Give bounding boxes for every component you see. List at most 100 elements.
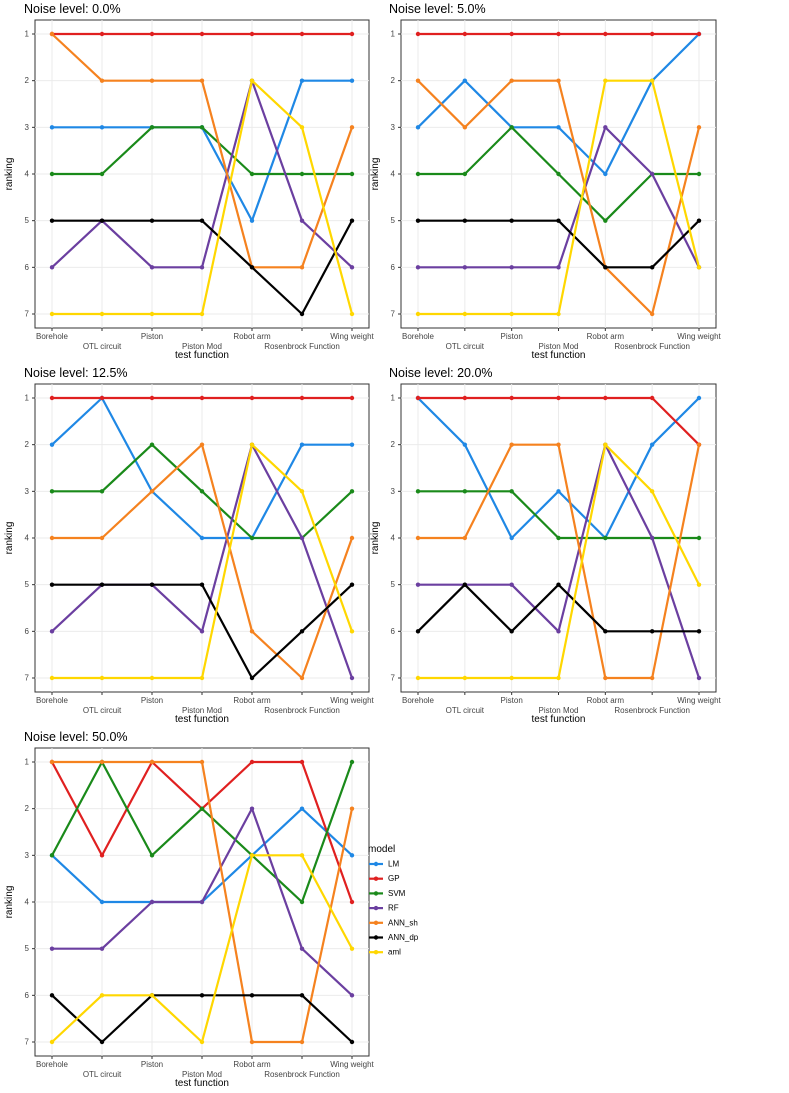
- legend-marker-ann_dp: [373, 935, 379, 940]
- data-point-ann_sh: [649, 675, 655, 681]
- x-tick-label: Wing weight: [677, 696, 721, 705]
- data-point-ann_dp: [49, 993, 55, 998]
- data-point-aml: [149, 993, 155, 998]
- x-tick-label: Robot arm: [233, 332, 271, 341]
- y-tick-label: 1: [25, 394, 30, 403]
- data-point-gp: [415, 395, 421, 401]
- legend-marker-svm: [373, 891, 379, 896]
- data-point-ann_dp: [149, 582, 155, 587]
- data-point-gp: [49, 395, 55, 401]
- x-axis-label: test function: [175, 714, 229, 725]
- data-point-aml: [649, 78, 655, 83]
- data-point-aml: [299, 489, 305, 494]
- y-axis-label: ranking: [4, 886, 15, 919]
- y-tick-label: 6: [25, 263, 30, 272]
- data-point-rf: [649, 171, 655, 177]
- data-point-gp: [649, 31, 655, 37]
- data-point-svm: [49, 853, 55, 858]
- y-tick-label: 5: [391, 580, 396, 589]
- data-point-lm: [49, 125, 55, 130]
- x-tick-label: Rosenbrock Function: [264, 706, 340, 715]
- x-tick-label: OTL circuit: [83, 1070, 122, 1079]
- x-tick-label: Piston Mod: [538, 706, 578, 715]
- data-point-svm: [149, 442, 155, 447]
- data-point-gp: [99, 395, 105, 401]
- y-tick-label: 1: [391, 394, 396, 403]
- data-point-aml: [349, 946, 355, 951]
- x-tick-label: OTL circuit: [446, 342, 485, 351]
- x-tick-label: Wing weight: [330, 696, 374, 705]
- data-point-ann_sh: [199, 759, 205, 765]
- data-point-ann_sh: [99, 535, 105, 541]
- panel-2: Noise level: 5.0% 1 2 3 4 5 6 7 Borehole OTL circ…: [370, 2, 722, 361]
- x-tick-label: Piston: [501, 332, 523, 341]
- data-point-rf: [349, 675, 355, 681]
- data-point-svm: [556, 535, 561, 541]
- data-point-gp: [249, 31, 255, 37]
- data-point-aml: [99, 993, 105, 998]
- data-point-gp: [199, 31, 205, 37]
- x-tick-label: Piston: [141, 332, 163, 341]
- data-point-aml: [696, 582, 702, 587]
- x-tick-label: Piston Mod: [182, 342, 222, 351]
- data-point-ann_dp: [415, 218, 421, 223]
- data-point-ann_dp: [199, 218, 205, 223]
- data-point-lm: [349, 78, 355, 83]
- data-point-aml: [149, 675, 155, 681]
- data-point-aml: [299, 125, 305, 130]
- data-point-ann_dp: [509, 218, 514, 223]
- y-tick-label: 7: [25, 1038, 30, 1047]
- panel-title: Noise level: 0.0%: [24, 2, 121, 16]
- data-point-aml: [149, 311, 155, 317]
- data-point-lm: [49, 442, 55, 447]
- y-tick-label: 2: [25, 440, 30, 449]
- panel-1: Noise level: 0.0% 1 2 3 4 5 6 7 Borehole OTL circ…: [4, 2, 375, 361]
- x-tick-label: OTL circuit: [83, 706, 122, 715]
- data-point-ann_sh: [415, 78, 421, 83]
- data-point-ann_sh: [462, 535, 468, 541]
- y-tick-label: 7: [391, 310, 396, 319]
- data-point-aml: [249, 853, 255, 858]
- panel-5: Noise level: 50.0% 1 2 3 4 5 6 7 Borehole OTL cir…: [4, 730, 375, 1089]
- data-point-svm: [349, 171, 355, 177]
- data-point-gp: [349, 899, 355, 905]
- y-tick-label: 6: [25, 627, 30, 636]
- data-point-svm: [299, 171, 305, 177]
- x-tick-label: OTL circuit: [446, 706, 485, 715]
- y-tick-label: 3: [391, 123, 396, 132]
- data-point-lm: [462, 78, 468, 83]
- data-point-ann_dp: [199, 993, 205, 998]
- data-point-gp: [556, 31, 561, 37]
- x-tick-label: Wing weight: [330, 332, 374, 341]
- data-point-svm: [349, 759, 355, 765]
- data-point-aml: [299, 853, 305, 858]
- data-point-ann_sh: [49, 31, 55, 37]
- data-point-lm: [249, 218, 255, 223]
- data-point-ann_dp: [49, 582, 55, 587]
- data-point-lm: [556, 489, 561, 494]
- legend-label: GP: [388, 874, 400, 883]
- data-point-lm: [299, 806, 305, 811]
- panel-title: Noise level: 50.0%: [24, 730, 128, 744]
- data-point-lm: [603, 171, 608, 177]
- data-point-aml: [462, 311, 468, 317]
- data-point-ann_dp: [415, 629, 421, 634]
- panel-4: Noise level: 20.0% 1 2 3 4 5 6 7 Borehole OTL cir…: [370, 366, 722, 725]
- panel-title: Noise level: 5.0%: [389, 2, 486, 16]
- y-axis-label: ranking: [4, 522, 15, 555]
- data-point-ann_sh: [349, 125, 355, 130]
- legend-marker-aml: [373, 950, 379, 955]
- legend-title: model: [368, 844, 395, 855]
- data-point-rf: [299, 218, 305, 223]
- data-point-ann_sh: [149, 78, 155, 83]
- data-point-svm: [509, 125, 514, 130]
- data-point-aml: [249, 78, 255, 83]
- y-tick-label: 5: [25, 944, 30, 953]
- data-point-gp: [349, 395, 355, 401]
- data-point-aml: [415, 675, 421, 681]
- data-point-lm: [299, 78, 305, 83]
- data-point-ann_sh: [199, 78, 205, 83]
- data-point-ann_dp: [349, 582, 355, 587]
- legend-label: aml: [388, 948, 401, 957]
- data-point-lm: [299, 442, 305, 447]
